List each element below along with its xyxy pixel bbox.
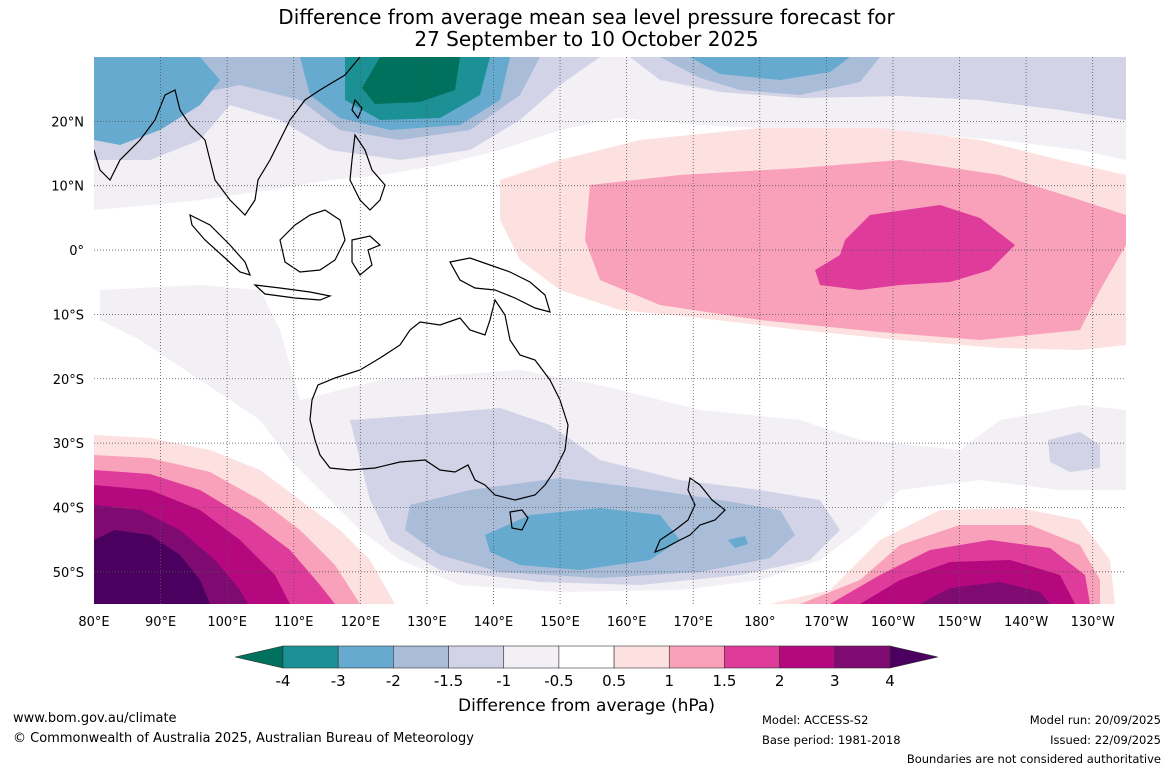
- footer-copyright: © Commonwealth of Australia 2025, Austra…: [13, 731, 474, 746]
- colorbar-tick-label: -2: [386, 672, 401, 690]
- java-coast: [253, 284, 333, 301]
- lat-label: 20°S: [53, 373, 84, 388]
- sulawesi-coast: [351, 235, 382, 276]
- colorbar-tick-label: 3: [830, 672, 840, 690]
- colorbar-tick-label: -3: [331, 672, 346, 690]
- neg-region-north-blue2: [94, 57, 220, 145]
- colorbar-segment: [834, 645, 891, 669]
- graticule: [94, 57, 1126, 604]
- sumatra-coast: [189, 213, 251, 276]
- anomaly-field: [94, 57, 1126, 604]
- new-guinea-coast: [449, 257, 551, 313]
- pos-region-southeast-purple: [920, 582, 1050, 604]
- colorbar-segment: [668, 645, 725, 669]
- tasmania-coast: [509, 509, 529, 531]
- colorbar-tick-label: 4: [885, 672, 895, 690]
- lon-label: 140°E: [474, 615, 514, 630]
- lon-label: 140°W: [1004, 615, 1048, 630]
- colorbar-segment: [503, 645, 560, 669]
- pos-region-tropical-strong: [815, 205, 1015, 290]
- lat-label: 20°N: [51, 115, 84, 130]
- lat-label: 50°S: [53, 566, 84, 581]
- colorbar-title: Difference from average (hPa): [458, 696, 715, 716]
- colorbar-segment: [613, 645, 670, 669]
- colorbar: [234, 645, 939, 669]
- footer-model: Model: ACCESS-S2: [762, 713, 869, 727]
- colorbar-segment: [724, 645, 780, 669]
- colorbar-tick-labels: -4 -3 -2 -1.5 -1 -0.5 0.5 1 1.5 2 3 4: [276, 672, 895, 690]
- lon-label: 100°E: [207, 615, 247, 630]
- lon-label: 110°E: [274, 615, 314, 630]
- footer-model-run: Model run: 20/09/2025: [1029, 713, 1161, 727]
- colorbar-tick-label: 2: [775, 672, 785, 690]
- neg-region-east-lav: [1000, 57, 1126, 110]
- colorbar-segment: [282, 645, 339, 669]
- colorbar-segment: [779, 645, 836, 669]
- lon-label: 120°E: [341, 615, 381, 630]
- latitude-labels: 20°N 10°N 0° 10°S 20°S 30°S 40°S 50°S: [51, 115, 84, 580]
- lon-label: 170°E: [673, 615, 713, 630]
- footer-disclaimer: Boundaries are not considered authoritat…: [906, 752, 1161, 766]
- chart-title-line2: 27 September to 10 October 2025: [414, 27, 759, 51]
- longitude-labels: 80°E 90°E 100°E 110°E 120°E 130°E 140°E 150°E 16…: [78, 615, 1115, 630]
- lat-label: 30°S: [53, 437, 84, 452]
- colorbar-tick-label: -1.5: [434, 672, 463, 690]
- australia-coast: [309, 298, 569, 501]
- borneo-coast: [279, 209, 346, 273]
- neg-region-south-blue2b: [728, 536, 748, 548]
- lon-label: 150°E: [540, 615, 580, 630]
- chart-title-line1: Difference from average mean sea level p…: [278, 5, 895, 29]
- colorbar-extend-high: [889, 645, 939, 669]
- colorbar-segment: [558, 645, 615, 669]
- asia-coast: [94, 57, 361, 216]
- lat-label: 40°S: [53, 501, 84, 516]
- lon-label: 160°E: [607, 615, 647, 630]
- footer-issued: Issued: 22/09/2025: [1050, 733, 1161, 747]
- philippines-coast: [349, 133, 386, 211]
- lon-label: 130°E: [407, 615, 447, 630]
- footer-website: www.bom.gov.au/climate: [13, 711, 177, 726]
- colorbar-segment: [337, 645, 394, 669]
- new-zealand-coast: [653, 476, 726, 554]
- neg-region-north-dark: [362, 57, 460, 104]
- colorbar-tick-label: -0.5: [544, 672, 573, 690]
- colorbar-tick-label: -1: [496, 672, 511, 690]
- colorbar-tick-label: 1: [664, 672, 674, 690]
- colorbar-tick-label: 1.5: [713, 672, 737, 690]
- coastlines: [94, 57, 726, 554]
- neg-region-south-east: [1048, 432, 1100, 472]
- neg-region-south-light: [100, 285, 1126, 592]
- lon-label: 170°W: [804, 615, 848, 630]
- lat-label: 0°: [69, 244, 84, 259]
- pos-region-southwest-dark: [94, 530, 210, 604]
- colorbar-extend-low: [234, 645, 284, 669]
- neg-region-south-blue2: [485, 508, 680, 570]
- taiwan-coast: [351, 98, 363, 120]
- lon-label: 90°E: [145, 615, 176, 630]
- colorbar-tick-label: -4: [276, 672, 291, 690]
- lon-label: 80°E: [78, 615, 109, 630]
- footer-base-period: Base period: 1981-2018: [762, 733, 901, 747]
- neg-region-north-blue2c: [690, 57, 850, 80]
- lat-label: 10°N: [51, 180, 84, 195]
- lon-label: 150°W: [937, 615, 981, 630]
- colorbar-tick-label: 0.5: [602, 672, 626, 690]
- colorbar-segment: [448, 645, 505, 669]
- lon-label: 180°: [744, 615, 775, 630]
- lon-label: 160°W: [871, 615, 915, 630]
- lon-label: 130°W: [1071, 615, 1115, 630]
- colorbar-segment: [393, 645, 449, 669]
- lat-label: 10°S: [53, 308, 84, 323]
